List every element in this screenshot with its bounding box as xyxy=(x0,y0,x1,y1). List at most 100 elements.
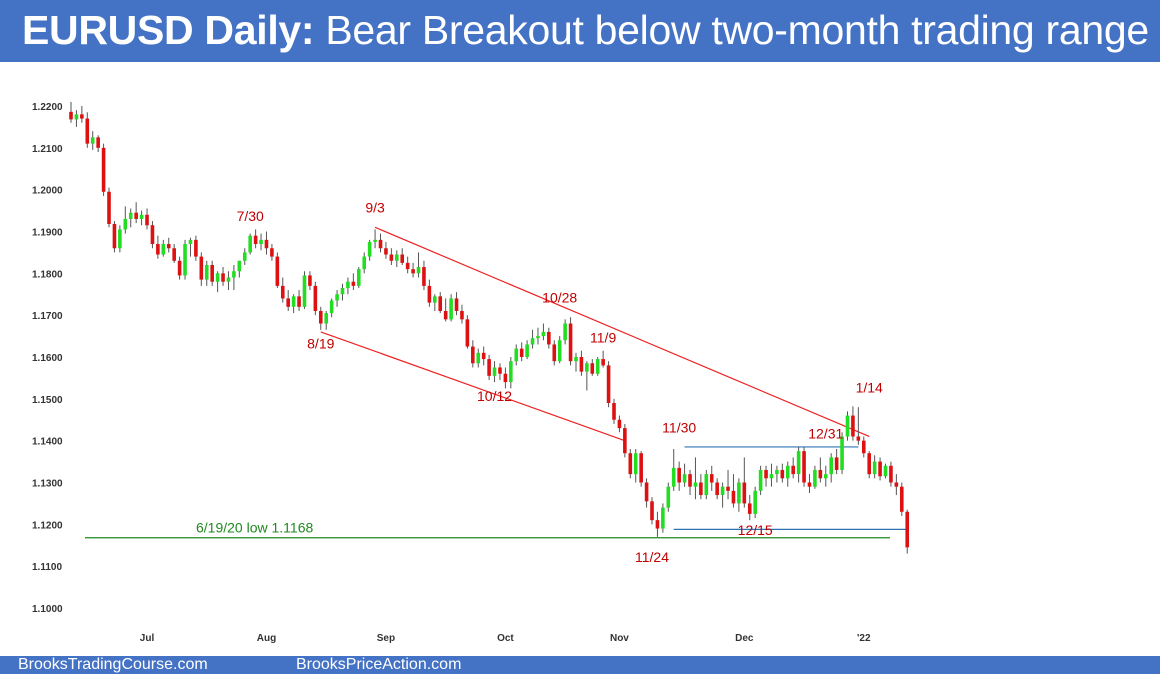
bull-candle xyxy=(204,264,209,280)
bear-candle xyxy=(438,296,443,311)
bear-candle xyxy=(96,137,100,148)
bear-candle xyxy=(612,403,616,420)
bear-candle xyxy=(264,239,269,249)
bull-candle xyxy=(536,336,540,339)
bull-candle xyxy=(753,490,757,514)
bull-candle xyxy=(232,271,236,278)
date-annotation: 11/24 xyxy=(635,549,669,565)
date-annotation: 9/3 xyxy=(365,200,385,216)
bear-candle xyxy=(552,344,557,362)
bear-candle xyxy=(422,267,426,286)
bear-candle xyxy=(280,285,285,299)
bear-candle xyxy=(487,359,491,376)
x-tick-label: Jul xyxy=(140,633,155,644)
footer-link-brookstradingcourse[interactable]: BrooksTradingCourse.com xyxy=(18,656,208,673)
bear-candle xyxy=(568,323,573,362)
bull-candle xyxy=(883,465,888,477)
bull-candle xyxy=(346,281,350,288)
bear-candle xyxy=(270,248,274,257)
y-tick-label: 1.1000 xyxy=(32,604,63,615)
bull-candle xyxy=(704,474,709,496)
date-annotation: 10/12 xyxy=(477,388,512,404)
bear-candle xyxy=(427,285,432,303)
date-annotation: 8/19 xyxy=(307,336,334,352)
bull-candle xyxy=(183,244,187,276)
date-annotation: 11/30 xyxy=(662,419,696,435)
bull-candle xyxy=(541,331,546,337)
bear-candle xyxy=(856,436,861,441)
bear-candle xyxy=(286,298,290,307)
date-annotation: 1/14 xyxy=(856,380,883,396)
y-tick-label: 1.1500 xyxy=(32,395,63,406)
bear-candle xyxy=(834,457,839,470)
bear-candle xyxy=(889,465,893,483)
bull-candle xyxy=(796,451,801,475)
title-bold: EURUSD Daily: xyxy=(22,7,315,53)
bear-candle xyxy=(156,244,160,255)
bull-candle xyxy=(90,137,95,144)
channel-top-trendline xyxy=(374,226,870,438)
date-annotation: 12/31 xyxy=(808,426,843,442)
y-tick-label: 1.1400 xyxy=(32,437,63,448)
y-tick-label: 1.1700 xyxy=(32,311,63,322)
bull-candle xyxy=(845,415,850,437)
bull-candle xyxy=(720,486,725,496)
bull-candle xyxy=(215,273,220,282)
bull-candle xyxy=(823,474,828,479)
bear-candle xyxy=(166,244,171,249)
bull-candle xyxy=(693,482,698,487)
bull-candle xyxy=(671,467,676,487)
bull-candle xyxy=(291,296,296,307)
bear-candle xyxy=(101,147,106,192)
bear-candle xyxy=(85,118,90,144)
bear-candle xyxy=(253,235,258,245)
x-tick-label: Nov xyxy=(610,633,629,644)
bear-candle xyxy=(601,359,605,366)
bull-candle xyxy=(259,239,263,245)
bull-candle xyxy=(302,275,307,307)
bear-candle xyxy=(905,511,910,548)
x-tick-label: Dec xyxy=(735,633,754,644)
bull-candle xyxy=(373,239,377,242)
bear-candle xyxy=(878,461,882,477)
bull-candle xyxy=(188,239,193,245)
bear-candle xyxy=(318,310,323,324)
bear-candle xyxy=(579,357,584,372)
bear-candle xyxy=(547,331,551,345)
bull-candle xyxy=(362,256,367,270)
bull-candle xyxy=(128,212,133,219)
bear-candle xyxy=(384,248,388,255)
bear-candle xyxy=(145,214,149,226)
bull-candle xyxy=(509,361,513,383)
bull-candle xyxy=(872,461,877,475)
bull-candle xyxy=(813,469,817,487)
date-annotation: 11/9 xyxy=(590,329,616,345)
bull-candle xyxy=(395,254,399,261)
bull-candle xyxy=(367,241,372,257)
bear-candle xyxy=(867,453,872,475)
bear-candle xyxy=(519,348,524,357)
bear-candle xyxy=(177,260,182,276)
x-tick-label: '22 xyxy=(857,633,871,644)
bear-candle xyxy=(503,373,508,383)
bull-candle xyxy=(563,323,567,341)
bear-candle xyxy=(709,474,714,483)
bear-candle xyxy=(606,365,611,404)
bull-candle xyxy=(758,469,763,491)
bear-candle xyxy=(150,225,155,245)
bull-candle xyxy=(118,229,122,249)
channel-bottom-trendline xyxy=(320,331,626,442)
footer-link-brookspriceaction[interactable]: BrooksPriceAction.com xyxy=(296,656,462,673)
bear-candle xyxy=(69,111,73,120)
bull-candle xyxy=(416,267,421,274)
footer-bar: BrooksTradingCourse.com BrooksPriceActio… xyxy=(0,656,1160,674)
bear-candle xyxy=(194,239,198,257)
title-banner: EURUSD Daily: Bear Breakout below two-mo… xyxy=(0,0,1160,62)
date-annotation: 12/15 xyxy=(738,522,773,538)
bear-candle xyxy=(465,319,470,347)
bear-candle xyxy=(107,191,111,224)
bull-candle xyxy=(242,252,247,261)
bull-candle xyxy=(433,296,437,303)
bull-candle xyxy=(595,359,600,374)
bear-candle xyxy=(742,482,747,504)
